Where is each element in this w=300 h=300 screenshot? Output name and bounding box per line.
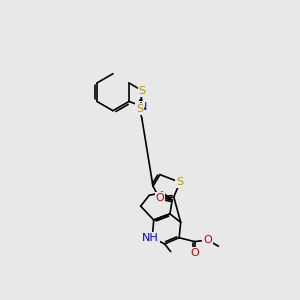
Text: NH: NH [142, 233, 159, 243]
Text: O: O [203, 235, 212, 245]
Text: S: S [136, 104, 143, 114]
Text: S: S [139, 86, 146, 96]
Text: N: N [139, 102, 148, 112]
Text: O: O [155, 193, 164, 203]
Text: S: S [176, 177, 184, 187]
Text: O: O [190, 248, 199, 258]
